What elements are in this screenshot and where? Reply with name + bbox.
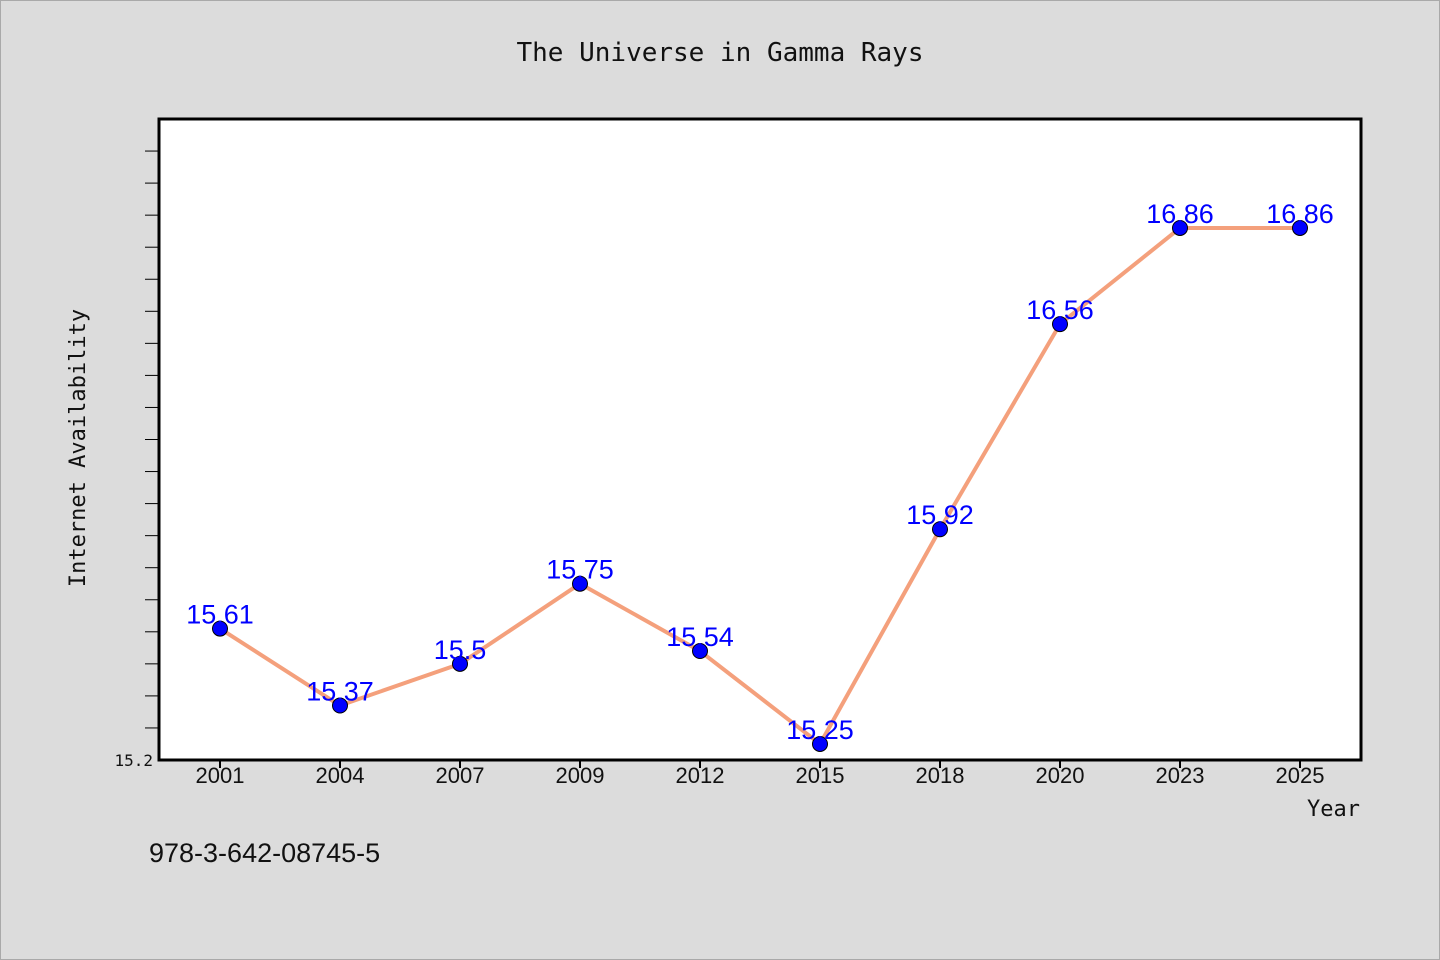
data-label: 16.56	[1026, 295, 1094, 325]
data-label: 15.92	[906, 500, 974, 530]
x-tick-label: 2025	[1276, 763, 1325, 788]
x-tick-label: 2007	[436, 763, 485, 788]
x-tick-label: 2009	[556, 763, 605, 788]
data-point	[212, 620, 228, 637]
chart-title: The Universe in Gamma Rays	[517, 38, 924, 68]
data-point	[932, 521, 948, 538]
data-point	[692, 643, 708, 660]
data-label: 15.54	[666, 622, 734, 652]
x-tick-label: 2020	[1036, 763, 1085, 788]
data-point	[1292, 219, 1308, 236]
data-label: 15.5	[434, 635, 487, 665]
y-tick-label: 15.2	[114, 751, 153, 770]
data-markers	[212, 219, 1308, 752]
x-tick-label: 2012	[676, 763, 725, 788]
x-axis-ticks: 2001 2004 2007 2009 2012 2015 2018 2020 2023 2025	[196, 760, 1325, 788]
data-labels: 15.61 15.37 15.5 15.75 15.54 15.25 15.92 16.56 1…	[186, 199, 1334, 745]
data-label: 15.75	[546, 555, 614, 585]
data-point	[812, 735, 828, 752]
data-point	[572, 575, 588, 592]
x-axis-label: Year	[1307, 797, 1360, 822]
plot-area	[157, 117, 1363, 762]
data-label: 15.37	[306, 677, 374, 707]
data-label: 15.61	[186, 600, 254, 630]
x-tick-label: 2004	[316, 763, 365, 788]
y-axis-ticks: 15.2	[114, 150, 159, 770]
series-line	[218, 225, 1300, 746]
y-axis-label: Internet Availability	[66, 309, 91, 587]
data-label: 16.86	[1266, 199, 1334, 229]
data-label: 16.86	[1146, 199, 1214, 229]
x-tick-label: 2015	[796, 763, 845, 788]
data-point	[452, 655, 468, 672]
data-label: 15.25	[786, 715, 854, 745]
data-point	[1172, 219, 1188, 236]
data-point	[332, 697, 348, 714]
data-point	[1052, 316, 1068, 333]
x-tick-label: 2001	[196, 763, 245, 788]
x-tick-label: 2018	[916, 763, 965, 788]
isbn-text: 978-3-642-08745-5	[149, 838, 380, 868]
x-tick-label: 2023	[1156, 763, 1205, 788]
